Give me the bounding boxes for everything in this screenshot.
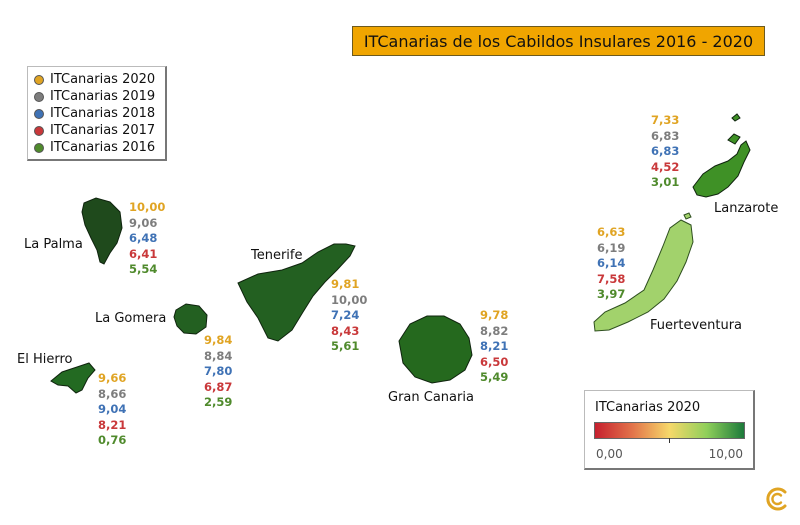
colorscale-tick (669, 438, 670, 443)
island-gran-canaria[interactable] (398, 315, 473, 384)
island-lanzarote[interactable] (692, 140, 751, 198)
value-2019: 9,06 (129, 215, 158, 230)
value-2018: 7,24 (331, 308, 360, 322)
value-2019: 6,19 (597, 240, 626, 255)
value-2020: 6,63 (597, 225, 626, 239)
value-2017: 4,52 (651, 159, 680, 174)
legend-dot-icon (34, 74, 44, 85)
value-2016: 3,97 (597, 287, 626, 301)
colorscale-title: ITCanarias 2020 (595, 400, 701, 415)
value-2020: 9,81 (331, 277, 360, 291)
values-la-palma: 10,00 9,06 6,48 6,41 5,54 (129, 200, 165, 278)
value-2018: 6,83 (651, 144, 680, 158)
map-title: ITCanarias de los Cabildos Insulares 201… (352, 26, 765, 56)
legend-label: ITCanarias 2018 (50, 106, 156, 121)
legend-item-2019: ITCanarias 2019 (34, 88, 165, 105)
legend-dot-icon (34, 142, 44, 153)
value-2020: 9,66 (98, 371, 127, 385)
legend-dot-icon (34, 91, 44, 102)
legend: ITCanarias 2020 ITCanarias 2019 ITCanari… (27, 66, 167, 161)
value-2019: 8,84 (204, 348, 233, 363)
value-2016: 2,59 (204, 395, 233, 409)
value-2018: 9,04 (98, 402, 127, 416)
island-label-gran-canaria: Gran Canaria (388, 390, 474, 405)
value-2016: 5,54 (129, 262, 158, 276)
values-gran-canaria: 9,78 8,82 8,21 6,50 5,49 (480, 308, 508, 386)
value-2020: 9,84 (204, 333, 233, 347)
legend-label: ITCanarias 2020 (50, 72, 156, 87)
island-tenerife[interactable] (237, 243, 356, 342)
colorscale-max-label: 10,00 (708, 447, 743, 461)
value-2016: 0,76 (98, 433, 127, 447)
legend-item-2017: ITCanarias 2017 (34, 122, 165, 139)
value-2020: 9,78 (480, 308, 509, 322)
colorscale-min-label: 0,00 (596, 447, 623, 461)
value-2020: 7,33 (651, 113, 680, 127)
legend-label: ITCanarias 2017 (50, 123, 156, 138)
value-2018: 7,80 (204, 364, 233, 378)
islet-alegranza (731, 113, 741, 122)
legend-dot-icon (34, 125, 44, 136)
value-2019: 8,82 (480, 323, 509, 338)
island-la-gomera[interactable] (173, 303, 208, 335)
island-label-fuerteventura: Fuerteventura (650, 318, 743, 333)
values-lanzarote: 7,33 6,83 6,83 4,52 3,01 (651, 113, 679, 191)
legend-dot-icon (34, 108, 44, 119)
value-2017: 8,43 (331, 323, 360, 338)
island-label-lanzarote: Lanzarote (714, 201, 779, 216)
value-2017: 6,87 (204, 379, 233, 394)
value-2016: 5,49 (480, 370, 509, 384)
value-2017: 7,58 (597, 271, 626, 286)
value-2016: 3,01 (651, 175, 680, 189)
legend-item-2018: ITCanarias 2018 (34, 105, 165, 122)
island-label-tenerife: Tenerife (251, 248, 303, 263)
legend-label: ITCanarias 2016 (50, 140, 156, 155)
islet-lobos (683, 212, 692, 220)
values-fuerteventura: 6,63 6,19 6,14 7,58 3,97 (597, 225, 625, 303)
value-2018: 8,21 (480, 339, 509, 353)
island-label-el-hierro: El Hierro (17, 352, 73, 367)
value-2019: 10,00 (331, 292, 368, 307)
island-label-la-gomera: La Gomera (95, 311, 167, 326)
legend-item-2020: ITCanarias 2020 (34, 71, 165, 88)
islet-la-graciosa (727, 133, 741, 145)
brand-logo-icon (766, 487, 787, 511)
value-2019: 6,83 (651, 128, 680, 143)
legend-label: ITCanarias 2019 (50, 89, 156, 104)
value-2018: 6,48 (129, 231, 158, 245)
value-2017: 6,41 (129, 246, 158, 261)
legend-item-2016: ITCanarias 2016 (34, 139, 165, 156)
value-2019: 8,66 (98, 386, 127, 401)
island-la-palma[interactable] (81, 197, 123, 265)
value-2017: 6,50 (480, 354, 509, 369)
value-2018: 6,14 (597, 256, 626, 270)
values-el-hierro: 9,66 8,66 9,04 8,21 0,76 (98, 371, 126, 449)
value-2017: 8,21 (98, 417, 127, 432)
island-el-hierro[interactable] (50, 362, 96, 394)
values-tenerife: 9,81 10,00 7,24 8,43 5,61 (331, 277, 367, 355)
values-la-gomera: 9,84 8,84 7,80 6,87 2,59 (204, 333, 232, 411)
value-2016: 5,61 (331, 339, 360, 353)
colorscale-legend: ITCanarias 2020 0,00 10,00 (584, 390, 755, 470)
island-fuerteventura[interactable] (593, 219, 694, 332)
value-2020: 10,00 (129, 200, 166, 214)
island-label-la-palma: La Palma (24, 237, 83, 252)
colorscale-bar (594, 422, 745, 439)
